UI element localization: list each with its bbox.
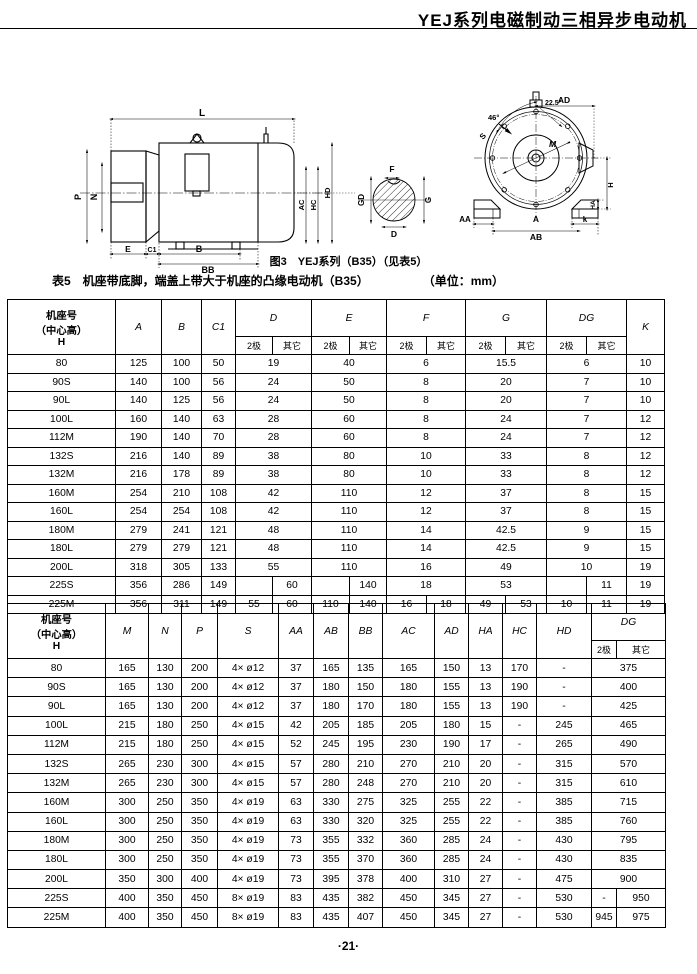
svg-text:N: N bbox=[89, 194, 99, 201]
svg-text:G: G bbox=[424, 197, 433, 203]
svg-text:P: P bbox=[73, 194, 83, 200]
svg-text:46°: 46° bbox=[488, 113, 499, 122]
svg-text:HC: HC bbox=[309, 199, 318, 210]
svg-text:S: S bbox=[478, 131, 489, 141]
svg-text:GD: GD bbox=[357, 194, 366, 206]
svg-text:HA: HA bbox=[590, 200, 597, 210]
svg-text:F: F bbox=[389, 164, 394, 174]
svg-text:AC: AC bbox=[297, 199, 306, 210]
svg-text:H: H bbox=[606, 182, 615, 187]
svg-text:M: M bbox=[549, 139, 557, 149]
svg-text:A: A bbox=[533, 214, 539, 224]
svg-text:AA: AA bbox=[459, 215, 471, 224]
svg-text:k: k bbox=[583, 215, 588, 224]
svg-text:L: L bbox=[199, 108, 205, 119]
svg-text:AB: AB bbox=[530, 232, 542, 242]
svg-text:AD: AD bbox=[558, 95, 570, 105]
svg-text:D: D bbox=[391, 229, 397, 239]
svg-text:HD: HD bbox=[323, 187, 332, 198]
